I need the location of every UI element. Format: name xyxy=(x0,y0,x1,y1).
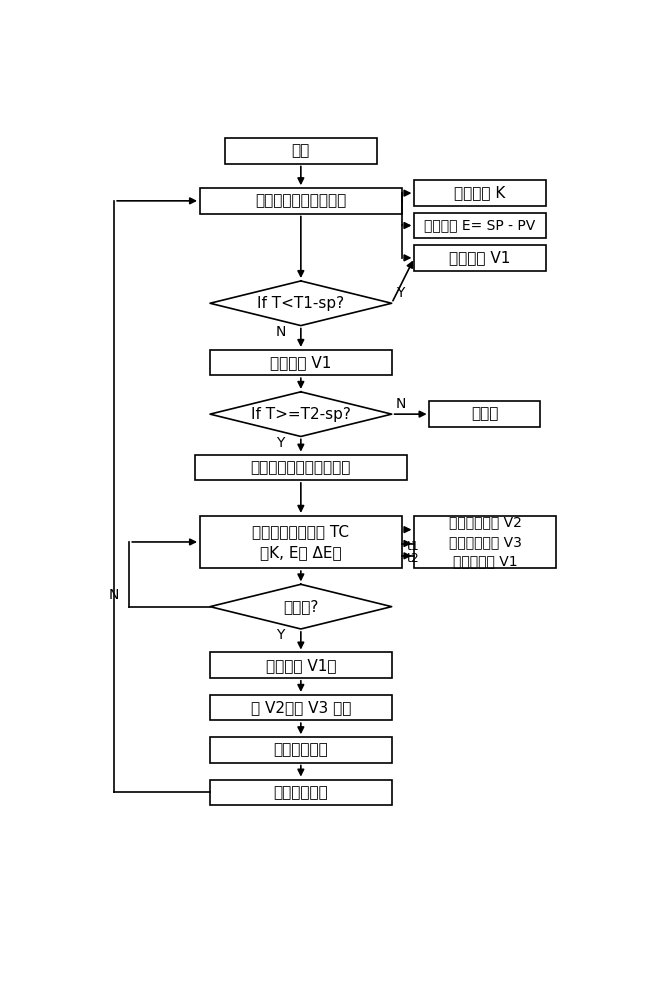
Bar xyxy=(430,401,540,427)
Text: 温度智能控制模块 TC
（K, E， ΔE）: 温度智能控制模块 TC （K, E， ΔE） xyxy=(253,524,350,560)
Text: Y: Y xyxy=(396,286,405,300)
Bar xyxy=(200,516,402,568)
Text: If T>=T2-sp?: If T>=T2-sp? xyxy=(251,407,351,422)
Bar xyxy=(414,213,546,238)
Text: If T<T1-sp?: If T<T1-sp? xyxy=(257,296,344,311)
Bar xyxy=(414,245,546,271)
Text: 开 V2，开 V3 降温: 开 V2，开 V3 降温 xyxy=(251,700,351,715)
Text: 控制内冷水阀 V2
控制外冷水阀 V3
控制热水阀 V1: 控制内冷水阀 V2 控制外冷水阀 V3 控制热水阀 V1 xyxy=(449,515,521,568)
Text: N: N xyxy=(396,397,406,411)
Text: 计算斜率 K: 计算斜率 K xyxy=(454,186,506,201)
Text: 初始化，取当前温度値: 初始化，取当前温度値 xyxy=(255,193,346,208)
Text: Y: Y xyxy=(277,436,285,450)
Bar xyxy=(225,138,376,164)
Bar xyxy=(414,180,546,206)
Text: 降温结束出料: 降温结束出料 xyxy=(273,742,328,757)
Text: 开始: 开始 xyxy=(292,143,310,158)
Text: 关热水阀 V1: 关热水阀 V1 xyxy=(270,355,331,370)
Text: t1: t1 xyxy=(406,540,419,553)
Text: 试验重新开始: 试验重新开始 xyxy=(273,785,328,800)
Bar xyxy=(210,695,392,720)
Bar xyxy=(210,737,392,763)
Polygon shape xyxy=(210,392,392,436)
Bar xyxy=(195,455,407,480)
Text: N: N xyxy=(109,588,119,602)
Text: 开始计时，进入反应阶段: 开始计时，进入反应阶段 xyxy=(251,460,351,475)
Text: 关热水阀 V1，: 关热水阀 V1， xyxy=(266,658,336,673)
Text: 开热水阀 V1: 开热水阀 V1 xyxy=(449,250,510,265)
Bar xyxy=(414,516,556,568)
Text: 加氢气: 加氢气 xyxy=(471,407,499,422)
Text: N: N xyxy=(275,325,286,339)
Text: Y: Y xyxy=(277,628,285,642)
Polygon shape xyxy=(210,584,392,629)
Bar xyxy=(210,652,392,678)
Bar xyxy=(210,350,392,375)
Text: 计算偏差 E= SP - PV: 计算偏差 E= SP - PV xyxy=(424,218,536,232)
Polygon shape xyxy=(210,281,392,326)
Bar xyxy=(210,780,392,805)
Text: 计时到?: 计时到? xyxy=(283,599,318,614)
Bar xyxy=(200,188,402,214)
Text: t2: t2 xyxy=(406,552,419,565)
